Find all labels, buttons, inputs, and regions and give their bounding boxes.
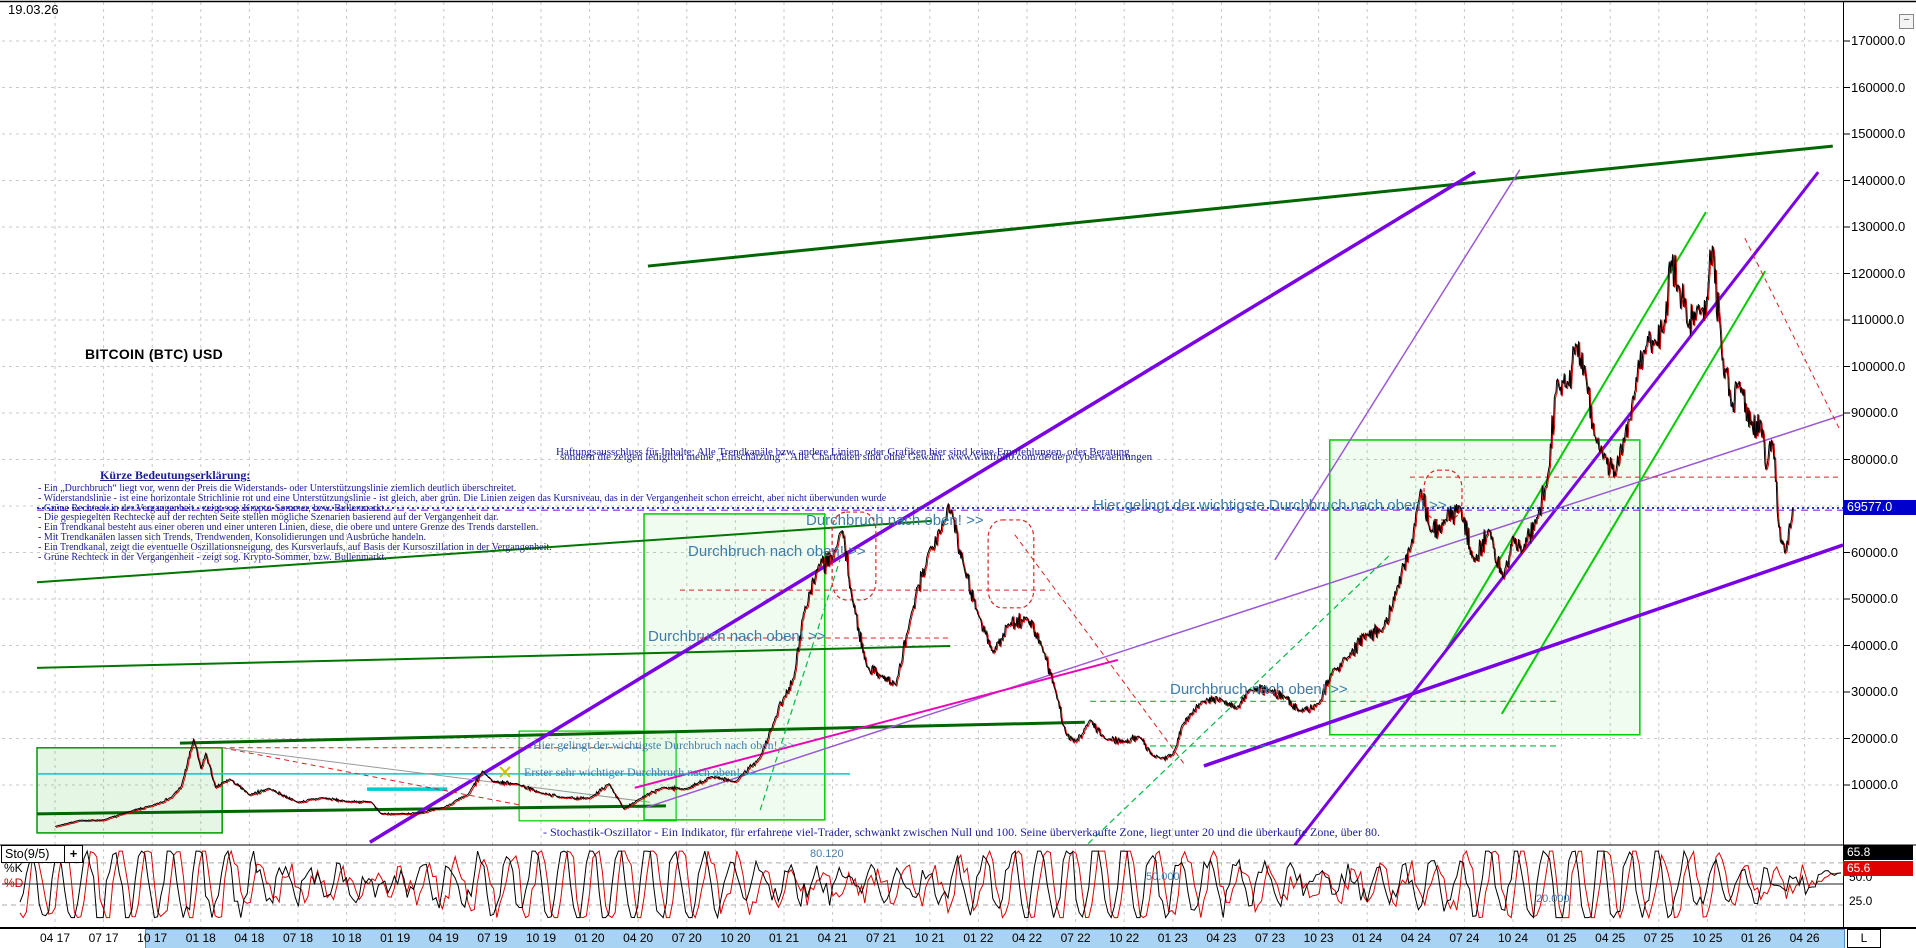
current-price-badge: 69577.0 [1843, 500, 1916, 516]
minimize-icon[interactable]: − [1899, 14, 1914, 29]
percent-k-value-badge: 65.8 [1843, 845, 1913, 860]
percent-d-value-badge: 65.6 [1843, 861, 1913, 876]
indicator-label-box: Sto(9/5) [1, 845, 66, 863]
add-indicator-button[interactable]: + [64, 845, 83, 863]
percent-k-label: %K [4, 861, 23, 875]
x-axis-selection-highlight [145, 929, 1845, 948]
percent-d-label: %D [4, 876, 24, 890]
linear-scale-button[interactable]: L [1847, 929, 1881, 948]
